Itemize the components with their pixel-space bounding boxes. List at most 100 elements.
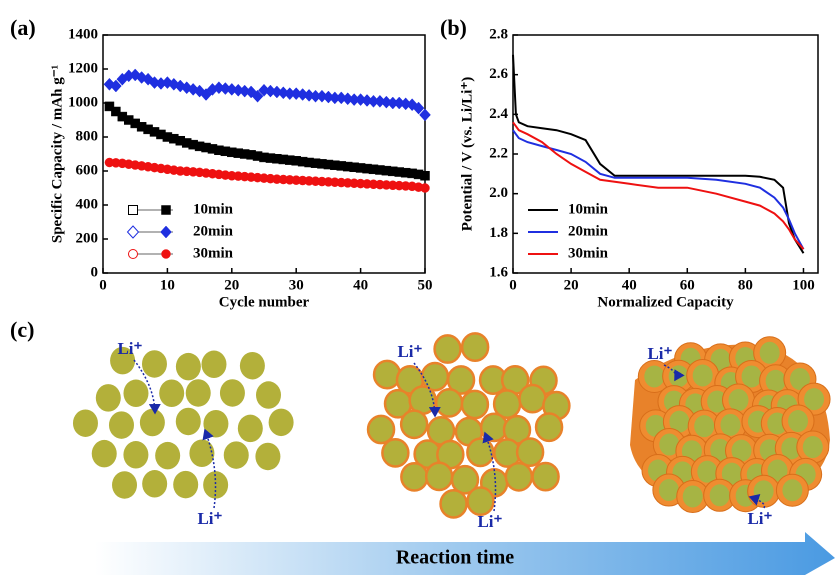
y-tick-label: 2.8: [489, 26, 508, 42]
particle: [707, 390, 728, 413]
legend-label: 20min: [193, 223, 234, 239]
y-tick-label: 2.0: [489, 185, 508, 201]
particle: [123, 441, 149, 469]
y-tick-label: 1000: [68, 94, 98, 110]
particle: [141, 350, 167, 378]
ion-arrow: [413, 362, 441, 418]
particle: [139, 408, 165, 437]
x-tick-label: 40: [622, 277, 637, 293]
y-tick-label: 800: [76, 128, 99, 144]
legend-marker: [128, 249, 138, 259]
legend-marker: [126, 225, 140, 239]
particle: [644, 365, 665, 388]
particle: [504, 461, 534, 492]
y-tick-label: 200: [76, 230, 99, 246]
data-point: [412, 101, 425, 115]
particle: [759, 341, 780, 364]
particle: [399, 409, 429, 440]
particle-cluster: [366, 332, 571, 519]
legend-label: 30min: [193, 245, 234, 261]
particle: [155, 441, 181, 470]
ion-label: Li⁺: [197, 509, 222, 528]
particle: [223, 441, 249, 469]
particle: [728, 389, 749, 412]
particle: [721, 462, 742, 485]
particle: [782, 479, 803, 502]
particle: [175, 352, 201, 381]
x-tick-label: 100: [792, 277, 815, 293]
y-tick-label: 1400: [68, 26, 98, 42]
particle: [710, 438, 731, 461]
data-line: [512, 129, 805, 250]
y-tick-label: 1200: [68, 60, 98, 76]
particle: [741, 365, 762, 388]
x-tick-label: 50: [418, 277, 433, 293]
ion-label: Li⁺: [647, 344, 672, 363]
arrow-label: Reaction time: [396, 547, 514, 569]
particle: [112, 471, 138, 499]
y-tick-label: 1.6: [489, 264, 508, 280]
plot-frame: [512, 34, 819, 274]
particle: [372, 359, 402, 390]
y-axis-label: Specific Capacity / mAh g⁻¹: [49, 65, 65, 243]
particle: [765, 369, 786, 392]
y-tick-label: 600: [76, 162, 99, 178]
particle: [268, 408, 294, 437]
particle: [658, 479, 679, 502]
particle: [255, 381, 281, 409]
y-tick-label: 2.4: [489, 106, 508, 122]
particle: [123, 379, 149, 408]
panel-label: (c): [10, 317, 34, 342]
particle: [446, 365, 476, 395]
particle: [108, 411, 134, 439]
particle: [781, 437, 802, 460]
x-tick-label: 60: [680, 277, 695, 293]
particle: [450, 464, 480, 495]
data-point: [110, 79, 122, 93]
legend-marker: [161, 249, 171, 259]
particle: [95, 384, 121, 412]
data-point: [420, 183, 430, 193]
particle: [802, 436, 823, 459]
particle: [767, 459, 788, 482]
particle: [203, 410, 229, 438]
particle: [531, 461, 560, 492]
y-tick-label: 400: [76, 196, 99, 212]
particle: [515, 437, 545, 468]
data-point: [104, 101, 115, 112]
particle: [72, 409, 98, 437]
particle: [239, 351, 265, 380]
particle: [669, 410, 690, 433]
plot-frame: [102, 34, 426, 274]
ion-arrow: [133, 359, 161, 415]
y-tick-label: 2.2: [489, 145, 508, 161]
particle: [466, 486, 495, 517]
particle: [804, 388, 825, 411]
x-axis-label: Cycle number: [219, 294, 310, 310]
x-axis-label: Normalized Capacity: [597, 294, 734, 310]
particle: [518, 383, 547, 414]
x-tick-label: 30: [289, 277, 304, 293]
particle: [203, 471, 229, 499]
data-line: [512, 54, 805, 254]
particle: [424, 461, 454, 492]
particle: [534, 412, 564, 443]
legend-label: 20min: [568, 223, 609, 239]
legend-marker: [161, 205, 171, 215]
particle: [789, 368, 810, 391]
particle: [219, 379, 245, 407]
particle: [697, 460, 718, 483]
x-tick-label: 10: [160, 277, 175, 293]
legend-marker: [160, 225, 172, 239]
ion-label: Li⁺: [747, 509, 772, 528]
data-point: [111, 106, 121, 117]
legend-label: 30min: [568, 245, 609, 261]
particle: [173, 470, 199, 499]
ion-label: Li⁺: [117, 339, 142, 358]
ion-arrow: [748, 494, 766, 509]
particle: [466, 437, 495, 468]
particle: [237, 414, 263, 443]
particle: [142, 470, 168, 498]
data-point: [251, 89, 264, 103]
